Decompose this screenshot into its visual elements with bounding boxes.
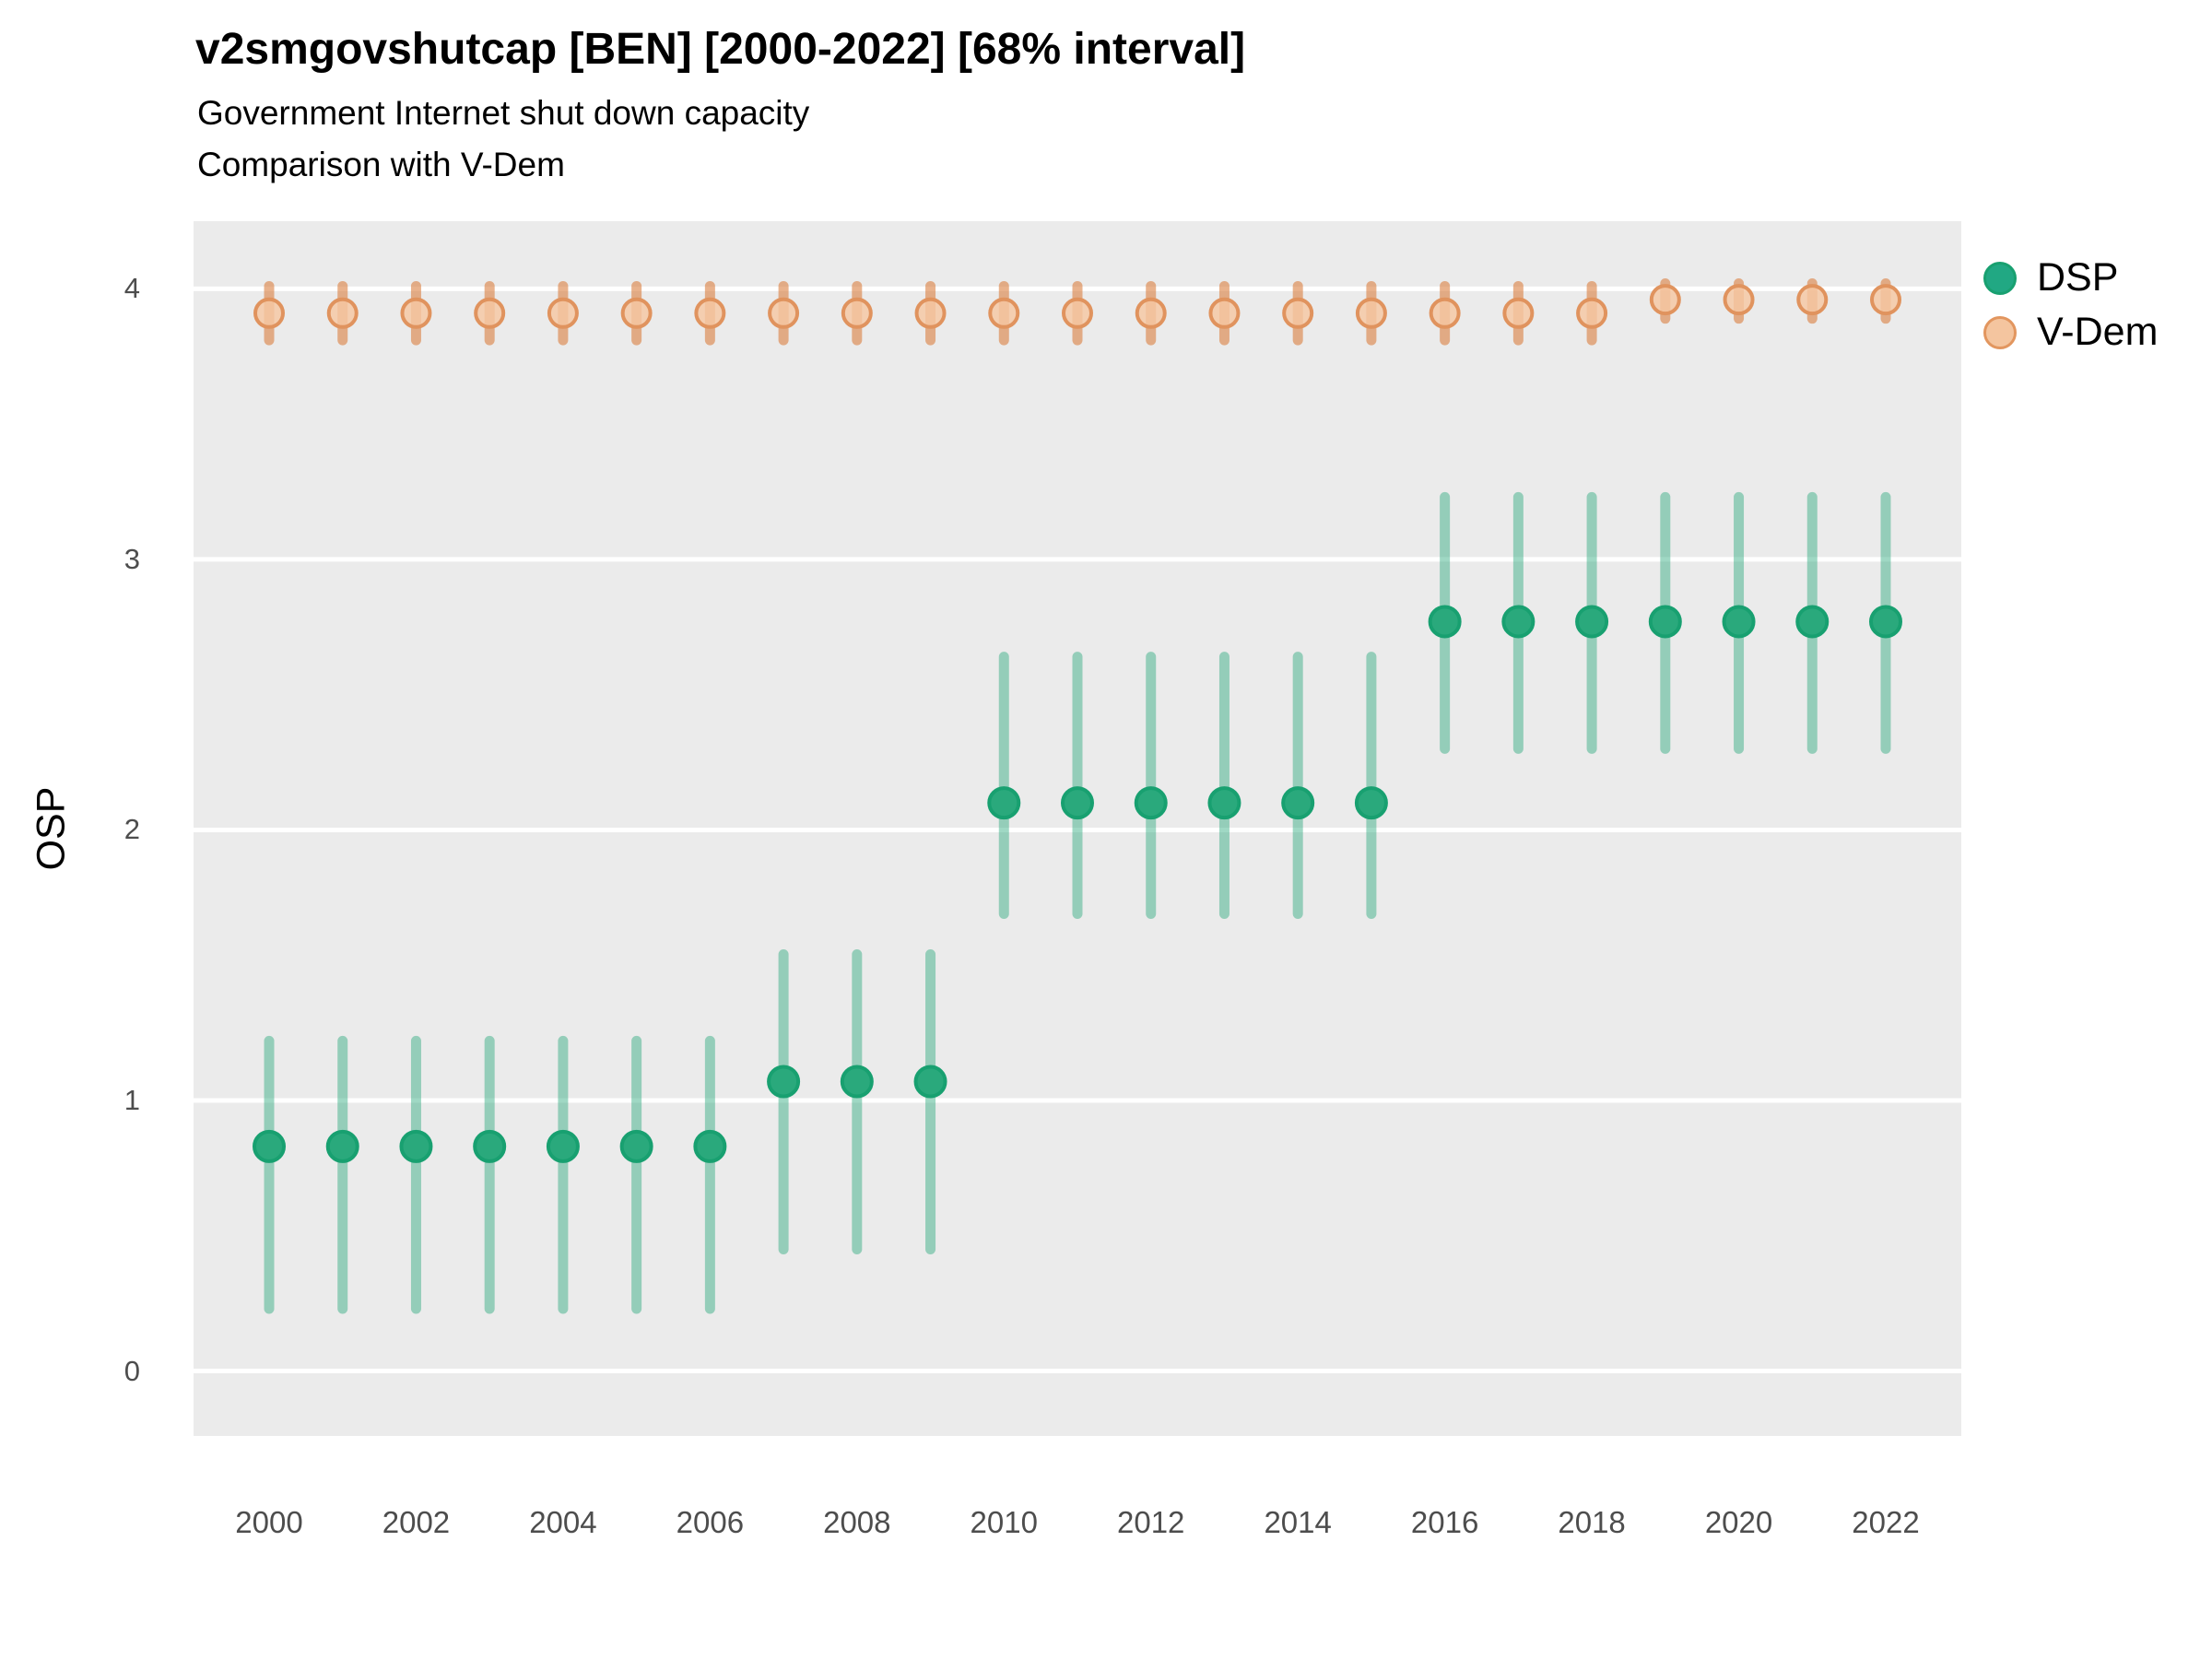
legend-item-vdem: V-Dem xyxy=(1983,305,2158,359)
data-point-dsp xyxy=(1575,605,1609,639)
data-point-vdem xyxy=(474,297,506,329)
x-tick-label-2020: 2020 xyxy=(1704,1505,1773,1539)
data-point-vdem xyxy=(1576,297,1608,329)
data-point-dsp xyxy=(1281,786,1315,820)
x-tick-label-2016: 2016 xyxy=(1410,1505,1479,1539)
x-tick-label-2022: 2022 xyxy=(1852,1505,1920,1539)
data-point-dsp xyxy=(1354,786,1388,820)
y-tick-label-1: 1 xyxy=(124,1084,140,1116)
data-point-vdem xyxy=(1723,284,1755,316)
x-tick-label-2008: 2008 xyxy=(823,1505,891,1539)
data-point-vdem xyxy=(400,297,432,329)
data-point-vdem xyxy=(326,297,359,329)
data-point-vdem xyxy=(1429,297,1461,329)
data-point-dsp xyxy=(1722,605,1756,639)
data-point-dsp xyxy=(325,1129,359,1163)
legend: DSP V-Dem xyxy=(1983,251,2158,359)
data-point-vdem xyxy=(1282,297,1314,329)
chart-subtitle-line2: Comparison with V-Dem xyxy=(197,146,565,183)
data-point-dsp xyxy=(619,1129,653,1163)
data-point-vdem xyxy=(1870,284,1901,316)
data-point-vdem xyxy=(253,297,285,329)
data-point-vdem xyxy=(914,297,947,329)
data-point-vdem xyxy=(1208,297,1241,329)
data-point-dsp xyxy=(913,1065,947,1099)
data-point-dsp xyxy=(1648,605,1682,639)
x-tick-label-2012: 2012 xyxy=(1117,1505,1185,1539)
chart-subtitle-line1: Government Internet shut down capacity xyxy=(197,94,810,132)
data-point-vdem xyxy=(1135,297,1167,329)
data-point-vdem xyxy=(1062,297,1093,329)
data-point-vdem xyxy=(841,297,873,329)
x-tick-label-2010: 2010 xyxy=(970,1505,1038,1539)
data-point-vdem xyxy=(547,297,579,329)
data-point-dsp xyxy=(1207,786,1241,820)
data-point-dsp xyxy=(253,1129,286,1163)
legend-swatch-vdem-icon xyxy=(1983,315,2017,349)
y-tick-label-0: 0 xyxy=(124,1354,140,1387)
data-point-vdem xyxy=(620,297,653,329)
data-point-dsp xyxy=(1134,786,1168,820)
data-point-vdem xyxy=(1796,284,1829,316)
data-point-vdem xyxy=(768,297,800,329)
data-point-dsp xyxy=(840,1065,874,1099)
data-point-dsp xyxy=(987,786,1021,820)
data-point-dsp xyxy=(546,1129,580,1163)
x-tick-label-2014: 2014 xyxy=(1264,1505,1332,1539)
data-point-vdem xyxy=(1502,297,1535,329)
data-point-dsp xyxy=(399,1129,433,1163)
y-tick-label-3: 3 xyxy=(124,542,140,575)
data-point-vdem xyxy=(1649,284,1681,316)
data-point-dsp xyxy=(473,1129,507,1163)
data-point-dsp xyxy=(1795,605,1830,639)
x-tick-label-2002: 2002 xyxy=(382,1505,451,1539)
data-point-dsp xyxy=(1869,605,1902,639)
y-tick-label-2: 2 xyxy=(124,813,140,846)
chart-title: v2smgovshutcap [BEN] [2000-2022] [68% in… xyxy=(195,25,1246,74)
x-tick-label-2006: 2006 xyxy=(676,1505,745,1539)
data-point-dsp xyxy=(1428,605,1462,639)
data-point-dsp xyxy=(693,1129,727,1163)
data-point-dsp xyxy=(1061,786,1094,820)
x-tick-label-2018: 2018 xyxy=(1558,1505,1626,1539)
data-point-dsp xyxy=(1501,605,1535,639)
y-tick-label-4: 4 xyxy=(124,272,140,305)
legend-swatch-dsp-icon xyxy=(1983,261,2017,295)
x-tick-label-2000: 2000 xyxy=(235,1505,303,1539)
data-point-dsp xyxy=(767,1065,801,1099)
legend-label-dsp: DSP xyxy=(2037,255,2119,300)
data-point-vdem xyxy=(694,297,726,329)
x-tick-label-2004: 2004 xyxy=(529,1505,597,1539)
legend-item-dsp: DSP xyxy=(1983,251,2158,305)
data-point-vdem xyxy=(988,297,1020,329)
legend-label-vdem: V-Dem xyxy=(2037,310,2159,354)
data-point-vdem xyxy=(1355,297,1387,329)
